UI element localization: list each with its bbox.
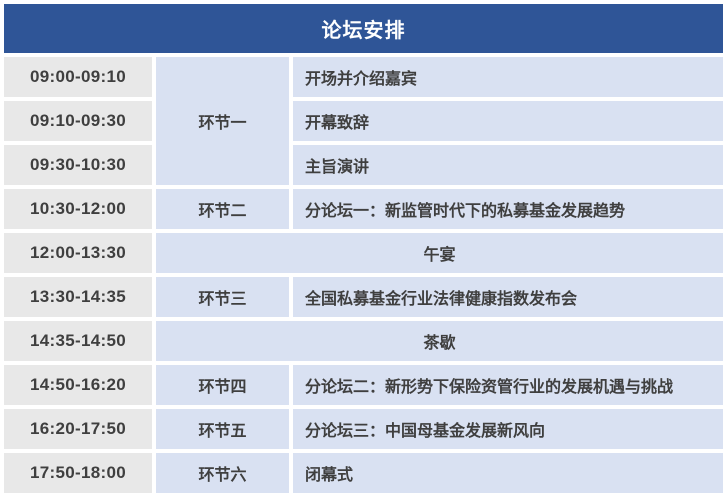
content-cell: 分论坛一：新监管时代下的私募基金发展趋势 [293, 189, 724, 229]
header-row: 论坛安排 [4, 4, 724, 53]
session-cell: 环节一 [156, 57, 289, 185]
time-cell: 17:50-18:00 [4, 453, 152, 493]
time-cell: 14:50-16:20 [4, 365, 152, 405]
schedule-row: 10:30-12:00 环节二 分论坛一：新监管时代下的私募基金发展趋势 [4, 189, 724, 229]
content-cell: 主旨演讲 [293, 145, 724, 185]
schedule-row: 13:30-14:35 环节三 全国私募基金行业法律健康指数发布会 [4, 277, 724, 317]
session-cell: 环节四 [156, 365, 289, 405]
content-cell: 开幕致辞 [293, 101, 724, 141]
time-cell: 09:00-09:10 [4, 57, 152, 97]
content-cell: 分论坛三：中国母基金发展新风向 [293, 409, 724, 449]
schedule-row: 09:00-09:10 环节一 开场并介绍嘉宾 [4, 57, 724, 185]
time-cell: 12:00-13:30 [4, 233, 152, 273]
session-cell: 环节六 [156, 453, 289, 493]
schedule-row: 14:50-16:20 环节四 分论坛二：新形势下保险资管行业的发展机遇与挑战 [4, 365, 724, 405]
content-cell: 全国私募基金行业法律健康指数发布会 [293, 277, 724, 317]
content-cell: 闭幕式 [293, 453, 724, 493]
content-cell: 分论坛二：新形势下保险资管行业的发展机遇与挑战 [293, 365, 724, 405]
session-cell: 环节五 [156, 409, 289, 449]
page-title: 论坛安排 [4, 4, 724, 53]
schedule-row: 17:50-18:00 环节六 闭幕式 [4, 453, 724, 493]
time-cell: 16:20-17:50 [4, 409, 152, 449]
session-cell: 环节二 [156, 189, 289, 229]
schedule-row: 16:20-17:50 环节五 分论坛三：中国母基金发展新风向 [4, 409, 724, 449]
merged-content-cell: 茶歇 [156, 321, 724, 361]
time-cell: 14:35-14:50 [4, 321, 152, 361]
schedule-row: 09:30-10:30 主旨演讲 [4, 145, 724, 185]
time-cell: 13:30-14:35 [4, 277, 152, 317]
schedule-row: 14:35-14:50 茶歇 [4, 321, 724, 361]
time-cell: 09:10-09:30 [4, 101, 152, 141]
time-cell: 10:30-12:00 [4, 189, 152, 229]
schedule-row: 09:10-09:30 开幕致辞 [4, 101, 724, 141]
content-cell: 开场并介绍嘉宾 [293, 57, 724, 97]
schedule-row: 12:00-13:30 午宴 [4, 233, 724, 273]
time-cell: 09:30-10:30 [4, 145, 152, 185]
session-cell: 环节三 [156, 277, 289, 317]
merged-content-cell: 午宴 [156, 233, 724, 273]
